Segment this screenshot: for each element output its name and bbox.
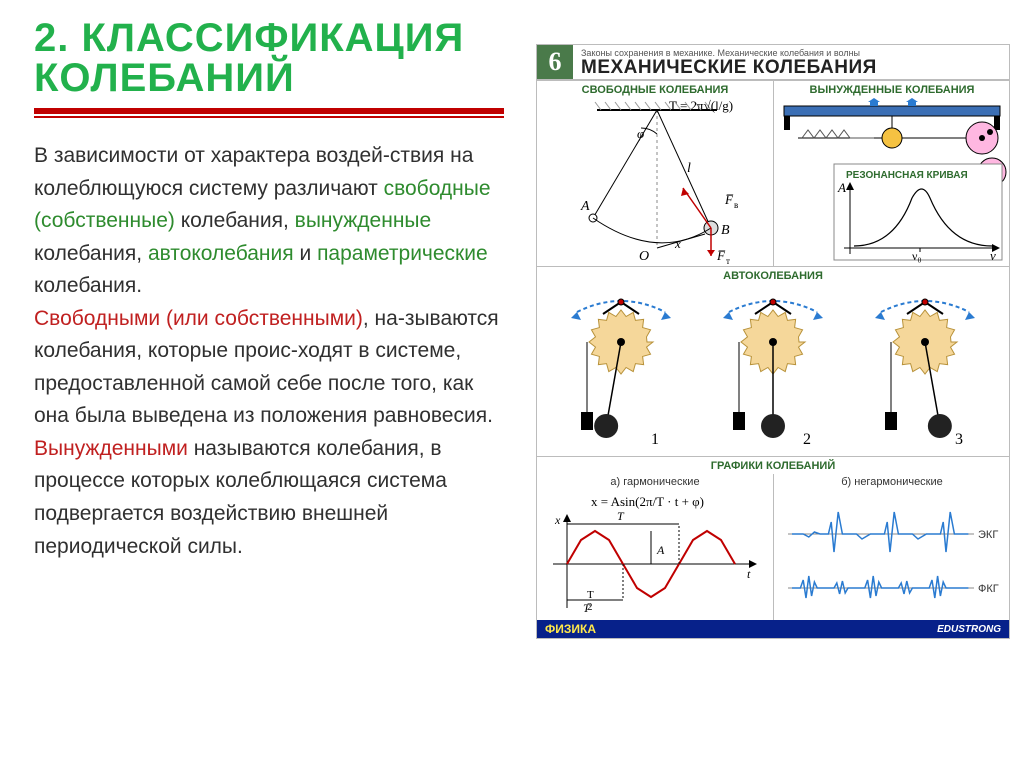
svg-text:O: O (639, 249, 649, 264)
svg-text:F̅: F̅ (716, 248, 726, 263)
label-nonharmonic: б) негармонические (774, 474, 1010, 490)
svg-text:φ: φ (637, 126, 644, 141)
p2-hl-free: Свободными (или собственными) (34, 307, 363, 330)
paragraph-1: В зависимости от характера воздей-ствия … (34, 140, 512, 303)
label-auto-oscillations: АВТОКОЛЕБАНИЯ (537, 267, 1009, 284)
svg-text:A: A (656, 543, 665, 557)
svg-text:2: 2 (587, 601, 593, 613)
svg-text:x: x (674, 236, 681, 251)
svg-text:ν: ν (990, 248, 996, 263)
svg-text:ФКГ: ФКГ (978, 583, 999, 595)
paragraph-3: Вынужденными называются колебания, в про… (34, 433, 512, 563)
svg-text:A: A (837, 180, 846, 195)
p1-text-c: колебания, (181, 209, 295, 232)
label-harmonic: а) гармонические (537, 474, 773, 490)
p1-text-g: и (299, 242, 317, 265)
svg-text:1: 1 (651, 431, 659, 448)
svg-text:ЭКГ: ЭКГ (978, 529, 998, 541)
svg-text:B: B (721, 223, 730, 238)
svg-text:T = 2π√(l/g): T = 2π√(l/g) (669, 98, 733, 113)
poster-footer: ФИЗИКА EDUSTRONG (537, 620, 1009, 638)
auto-oscillation-diagram: 1 2 3 (537, 284, 1009, 456)
p1-hl-auto: автоколебания (148, 242, 294, 265)
svg-text:T: T (617, 509, 625, 523)
paragraph-2: Свободными (или собственными), на-зывают… (34, 303, 512, 433)
p1-text-e: колебания, (34, 242, 148, 265)
p1-hl-param: параметрические (317, 242, 488, 265)
title-line-1: 2. КЛАССИФИКАЦИЯ (34, 18, 512, 58)
title-block: 2. КЛАССИФИКАЦИЯ КОЛЕБАНИЙ (34, 18, 512, 118)
poster-header: 6 Законы сохранения в механике. Механиче… (537, 45, 1009, 80)
pendulum-diagram: AOBxlφF̅вF̅тT = 2π√(l/g) (537, 98, 773, 266)
body-text: В зависимости от характера воздей-ствия … (34, 140, 512, 563)
svg-text:l: l (687, 161, 691, 176)
svg-text:x = Asin(2π/T · t + φ): x = Asin(2π/T · t + φ) (591, 494, 704, 509)
svg-text:F̅: F̅ (724, 192, 734, 207)
footer-brand-1: ФИЗИКА (545, 622, 596, 636)
svg-text:x: x (554, 513, 561, 527)
svg-text:A: A (580, 199, 590, 214)
title-line-2: КОЛЕБАНИЙ (34, 58, 512, 98)
p1-text-i: колебания. (34, 274, 142, 297)
svg-text:t: t (747, 567, 751, 581)
svg-text:2: 2 (803, 431, 811, 448)
svg-text:3: 3 (955, 431, 963, 448)
p1-hl-forced: вынужденные (295, 209, 432, 232)
harmonic-graph: x = Asin(2π/T · t + φ)xtTATT2 (537, 490, 773, 620)
label-forced-oscillations: ВЫНУЖДЕННЫЕ КОЛЕБАНИЯ (774, 81, 1010, 98)
footer-brand-2: EDUSTRONG (937, 624, 1001, 635)
svg-text:т: т (726, 256, 730, 266)
title-divider (34, 104, 504, 118)
poster-main-title: МЕХАНИЧЕСКИЕ КОЛЕБАНИЯ (581, 58, 1001, 77)
physics-poster: 6 Законы сохранения в механике. Механиче… (536, 44, 1010, 639)
svg-text:ν₀: ν₀ (912, 249, 922, 263)
label-graphs: ГРАФИКИ КОЛЕБАНИЙ (537, 457, 1009, 474)
svg-text:в: в (734, 200, 738, 210)
poster-number: 6 (537, 45, 573, 79)
svg-text:РЕЗОНАНСНАЯ КРИВАЯ: РЕЗОНАНСНАЯ КРИВАЯ (846, 170, 968, 181)
svg-text:T: T (587, 589, 594, 601)
forced-diagram: РЕЗОНАНСНАЯ КРИВАЯAν ν₀ (774, 98, 1010, 266)
p3-hl-forced: Вынужденными (34, 437, 188, 460)
nonharmonic-graph: ЭКГ ФКГ (774, 490, 1010, 620)
label-free-oscillations: СВОБОДНЫЕ КОЛЕБАНИЯ (537, 81, 773, 98)
